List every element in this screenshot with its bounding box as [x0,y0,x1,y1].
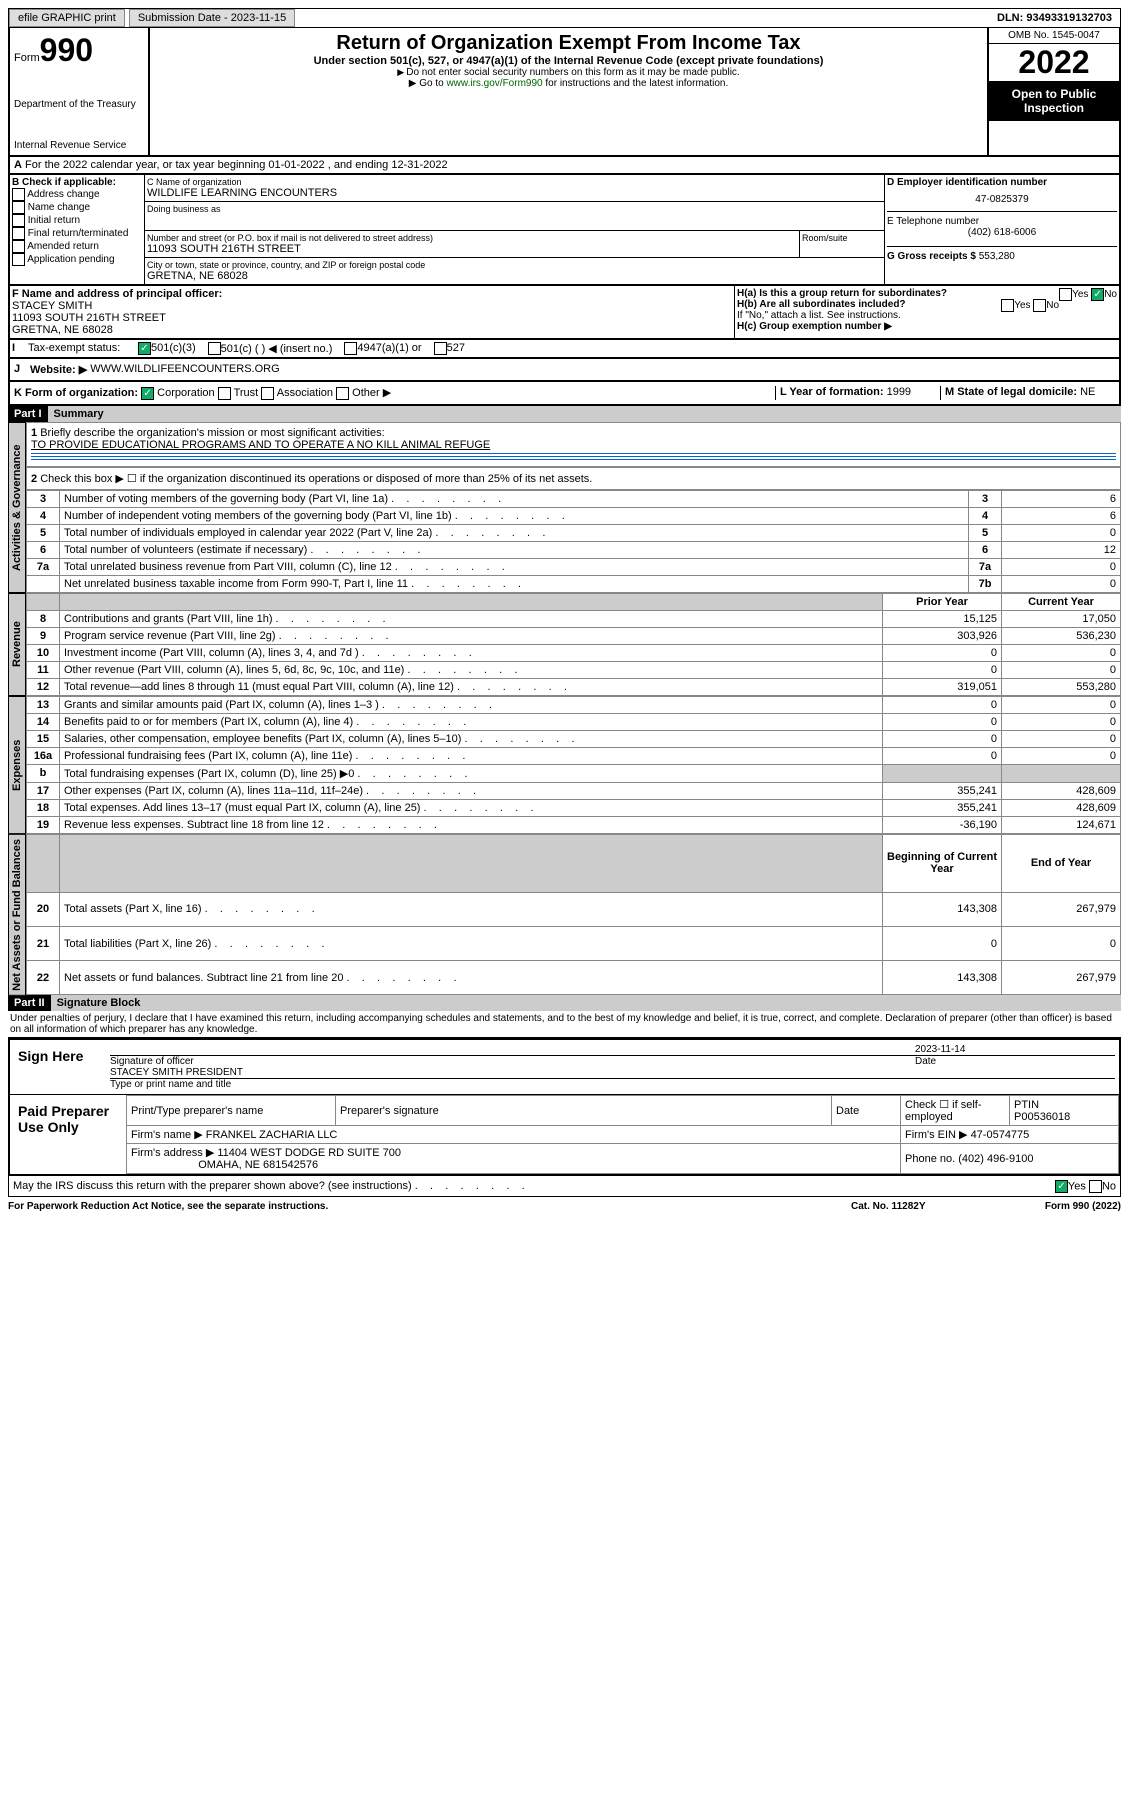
year-formation: 1999 [887,386,911,398]
lines-netassets: Beginning of Current YearEnd of Year 20T… [26,834,1121,996]
signer-name: STACEY SMITH PRESIDENT [110,1067,1115,1079]
footer-center: Cat. No. 11282Y [851,1201,1001,1212]
firm-ein: 47-0574775 [971,1129,1030,1141]
efile-btn[interactable]: efile GRAPHIC print [9,9,125,27]
ein: 47-0825379 [887,188,1117,211]
form-number: 990 [40,32,93,68]
gross-label: G Gross receipts $ [887,251,976,262]
check-501c[interactable] [208,342,221,355]
lines-revenue: Prior YearCurrent Year 8Contributions an… [26,593,1121,696]
firm-phone: (402) 496-9100 [958,1153,1033,1165]
preparer-label: Paid Preparer Use Only [10,1095,126,1174]
sign-here-label: Sign Here [10,1040,106,1094]
firm-addr1: 11404 WEST DODGE RD SUITE 700 [217,1147,401,1159]
phone-label: E Telephone number [887,211,1117,227]
street: 11093 SOUTH 216TH STREET [147,243,797,255]
part1-header: Part I [8,406,48,422]
lines-governance: 3Number of voting members of the governi… [26,490,1121,593]
ein-label: D Employer identification number [887,177,1047,188]
declaration: Under penalties of perjury, I declare th… [8,1011,1121,1037]
omb: OMB No. 1545-0047 [989,28,1119,44]
tax-status-label: Tax-exempt status: [28,342,138,355]
check-amended[interactable] [12,240,25,253]
part2-header: Part II [8,995,51,1011]
col-b-label: B Check if applicable: [12,177,116,188]
check-527[interactable] [434,342,447,355]
section-a: A For the 2022 calendar year, or tax yea… [8,157,1121,175]
irs: Internal Revenue Service [14,140,144,151]
dept: Department of the Treasury [14,99,144,110]
form-title: Return of Organization Exempt From Incom… [154,32,983,55]
footer-right: Form 990 (2022) [1001,1201,1121,1212]
q2: Check this box ▶ ☐ if the organization d… [40,473,592,485]
hb-no[interactable] [1033,299,1046,312]
org-name-label: C Name of organization [147,177,882,187]
ptin: P00536018 [1014,1111,1070,1123]
ha-no[interactable]: ✓ [1091,288,1104,301]
dba-label: Doing business as [147,204,882,214]
city: GRETNA, NE 68028 [147,270,882,282]
firm-addr2: OMAHA, NE 681542576 [198,1159,318,1171]
org-name: WILDLIFE LEARNING ENCOUNTERS [147,187,882,199]
sign-date: 2023-11-14 [907,1044,1115,1056]
note-link: ▶ Go to www.irs.gov/Form990 for instruct… [154,78,983,89]
irs-link[interactable]: www.irs.gov/Form990 [446,78,542,89]
vtab-expenses: Expenses [8,696,26,834]
vtab-revenue: Revenue [8,593,26,696]
form-subtitle: Under section 501(c), 527, or 4947(a)(1)… [154,55,983,67]
check-name[interactable] [12,201,25,214]
website: WWW.WILDLIFEENCOUNTERS.ORG [90,363,279,376]
check-assoc[interactable] [261,387,274,400]
part2-title: Signature Block [51,995,1121,1011]
q1-val: TO PROVIDE EDUCATIONAL PROGRAMS AND TO O… [31,439,490,451]
discuss-q: May the IRS discuss this return with the… [13,1180,525,1192]
submission-btn[interactable]: Submission Date - 2023-11-15 [129,9,295,27]
street-label: Number and street (or P.O. box if mail i… [147,233,797,243]
form-header: Form990 Department of the Treasury Inter… [8,28,1121,157]
phone: (402) 618-6006 [887,227,1117,238]
city-label: City or town, state or province, country… [147,260,882,270]
check-corp[interactable]: ✓ [141,387,154,400]
ha-yes[interactable] [1059,288,1072,301]
check-address[interactable] [12,188,25,201]
check-other[interactable] [336,387,349,400]
tax-year: 2022 [989,44,1119,81]
discuss-yes[interactable]: ✓ [1055,1180,1068,1193]
q1-label: Briefly describe the organization's miss… [40,427,384,439]
footer-left: For Paperwork Reduction Act Notice, see … [8,1201,851,1212]
dln: DLN: 93493319132703 [997,12,1120,24]
check-trust[interactable] [218,387,231,400]
lines-expenses: 13Grants and similar amounts paid (Part … [26,696,1121,834]
officer-addr2: GRETNA, NE 68028 [12,324,113,336]
part1-title: Summary [48,406,1121,422]
note-ssn: Do not enter social security numbers on … [154,67,983,78]
discuss-no[interactable] [1089,1180,1102,1193]
room-label: Room/suite [802,233,882,243]
hb-yes[interactable] [1001,299,1014,312]
check-4947[interactable] [344,342,357,355]
officer-addr1: 11093 SOUTH 216TH STREET [12,312,166,324]
check-initial[interactable] [12,214,25,227]
firm-name: FRANKEL ZACHARIA LLC [206,1129,338,1141]
header-bar: efile GRAPHIC print Submission Date - 20… [8,8,1121,28]
officer-label: F Name and address of principal officer: [12,288,222,300]
officer-name: STACEY SMITH [12,300,92,312]
check-501c3[interactable]: ✓ [138,342,151,355]
vtab-netassets: Net Assets or Fund Balances [8,834,26,996]
open-inspection: Open to Public Inspection [989,81,1119,121]
check-final[interactable] [12,227,25,240]
vtab-governance: Activities & Governance [8,422,26,593]
form-label: Form [14,52,40,64]
form-org-label: K Form of organization: [14,387,138,399]
gross: 553,280 [979,251,1015,262]
state-domicile: NE [1080,386,1095,398]
check-pending[interactable] [12,253,25,266]
website-label: Website: ▶ [30,363,87,376]
